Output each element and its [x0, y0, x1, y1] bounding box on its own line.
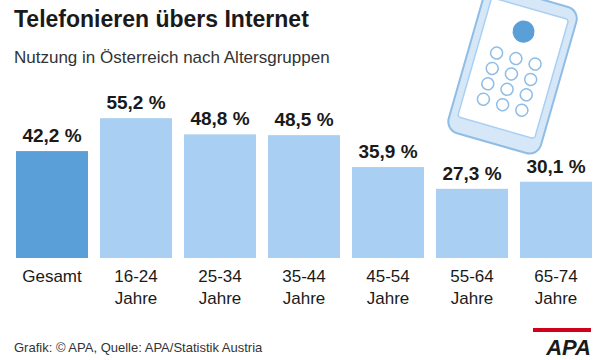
category-label-line: 65-74 [534, 267, 577, 286]
phone-icon [445, 0, 579, 156]
phone-key [485, 61, 500, 76]
chart: Telefonieren übers Internet Nutzung in Ös… [0, 0, 600, 360]
category-label: 25-34 Jahre [198, 267, 241, 308]
phone-key [504, 67, 519, 82]
category-label-line: 55-64 [450, 267, 493, 286]
bar [268, 135, 340, 258]
logo: APA [545, 335, 591, 360]
phone-key [480, 76, 495, 91]
source: Grafik: © APA, Quelle: APA/Statistik Aus… [14, 340, 263, 355]
category-label: 35-44 Jahre [282, 267, 325, 308]
category-label-line: Jahre [367, 289, 410, 308]
phone-key [514, 103, 529, 118]
category-label-line: Jahre [115, 289, 158, 308]
category-label-line: 45-54 [366, 267, 409, 286]
phone-key [528, 57, 543, 72]
category-label-line: Gesamt [22, 267, 82, 286]
phone-key [508, 51, 523, 66]
data-label: 48,5 % [274, 109, 333, 130]
category-label: 55-64 Jahre [450, 267, 493, 308]
category-label-line: 25-34 [198, 267, 241, 286]
category-label-line: Jahre [199, 289, 242, 308]
phone-key [476, 92, 491, 107]
phone-key [500, 82, 515, 97]
data-label: 35,9 % [358, 141, 417, 162]
data-label: 55,2 % [106, 92, 165, 113]
data-label: 48,8 % [190, 108, 249, 129]
labels: 42,2 % Gesamt 55,2 % 16-24 Jahre 48,8 % 25-34 J… [22, 92, 585, 308]
bar [352, 167, 424, 258]
phone-call-icon [510, 18, 537, 45]
phone-key [519, 87, 534, 102]
category-label-line: Jahre [535, 289, 578, 308]
bar [436, 189, 508, 258]
category-label-line: Jahre [451, 289, 494, 308]
category-label-line: 16-24 [114, 267, 157, 286]
phone-key [523, 72, 538, 87]
data-label: 30,1 % [526, 156, 585, 177]
bar [16, 151, 88, 258]
category-label: Gesamt [22, 267, 82, 286]
subtitle: Nutzung in Österreich nach Altersgruppen [14, 48, 330, 67]
category-label-line: Jahre [283, 289, 326, 308]
logo-bar [533, 328, 591, 332]
bar [100, 118, 172, 258]
bar [520, 182, 592, 258]
phone-body [445, 0, 579, 156]
category-label: 65-74 Jahre [534, 267, 577, 308]
category-label: 45-54 Jahre [366, 267, 409, 308]
phone-key [489, 46, 504, 61]
phone-key [495, 97, 510, 112]
data-label: 42,2 % [22, 125, 81, 146]
bar [184, 134, 256, 258]
data-label: 27,3 % [442, 163, 501, 184]
phone-screen [458, 0, 569, 139]
title: Telefonieren übers Internet [14, 6, 309, 32]
category-label: 16-24 Jahre [114, 267, 157, 308]
category-label-line: 35-44 [282, 267, 325, 286]
